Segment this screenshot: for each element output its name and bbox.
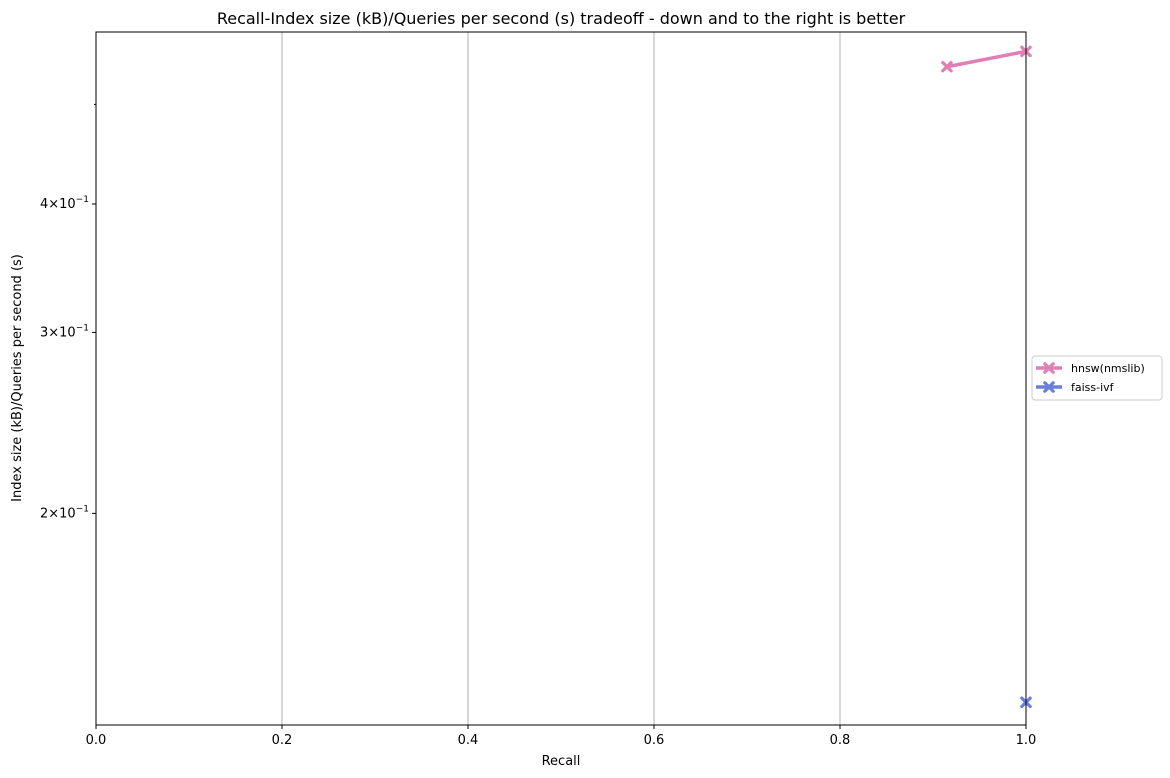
legend-entry: hnsw(nmslib) [1036,362,1145,375]
x-axis-label: Recall [542,754,581,769]
x-axis-ticks: 0.0 0.2 0.4 0.6 0.8 1.0 [86,725,1037,748]
y-axis-label: Index size (kB)/Queries per second (s) [10,254,25,502]
legend: hnsw(nmslib) faiss-ivf [1031,355,1163,401]
series-1 [941,45,1032,73]
y-tick-label: 3×10−1 [40,323,89,340]
chart-title: Recall-Index size (kB)/Queries per secon… [217,9,906,28]
y-tick-label: 2×10−1 [40,504,89,521]
legend-label: hnsw(nmslib) [1071,362,1145,375]
legend-label: faiss-ivf [1071,381,1115,394]
plot-area-frame [95,31,1027,726]
y-tick-label: 4×10−1 [40,195,89,212]
x-tick-label: 0.6 [644,733,665,748]
x-tick-label: 0.2 [272,733,293,748]
legend-swatch-marker [1043,381,1055,393]
series-layer [941,45,1032,709]
x-tick-label: 1.0 [1016,733,1037,748]
x-tick-label: 0.0 [86,733,107,748]
legend-entry: faiss-ivf [1036,381,1115,394]
series-line [946,49,1027,69]
x-tick-label: 0.8 [830,733,851,748]
grid-lines [281,32,841,725]
legend-box [1031,355,1163,401]
x-tick-label: 0.4 [458,733,479,748]
legend-swatch-marker [1043,362,1055,374]
y-axis-ticks: 2×10−1 3×10−1 4×10−1 [40,103,96,521]
data-point-marker [941,60,953,73]
